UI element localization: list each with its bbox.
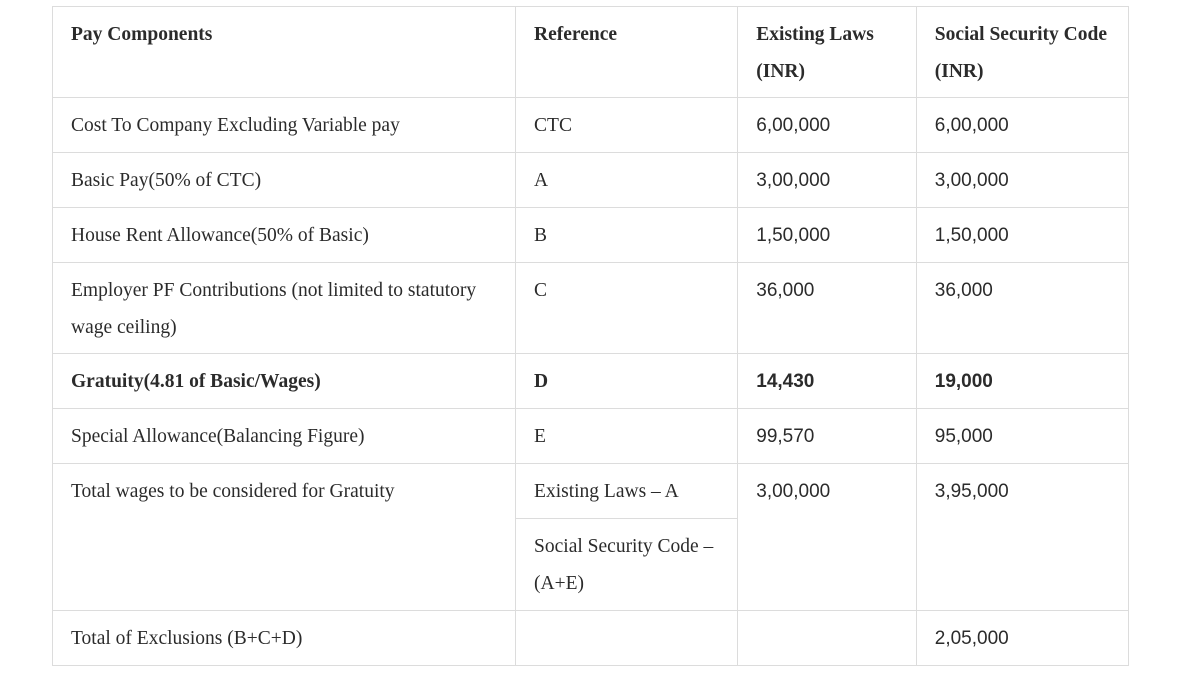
existing-cell: 14,430 <box>737 353 917 409</box>
existing-cell: 99,570 <box>737 408 917 464</box>
reference-cell: B <box>515 207 739 263</box>
component-cell: Total of Exclusions (B+C+D) <box>51 610 517 666</box>
ssc-cell: 19,000 <box>915 353 1130 409</box>
ssc-cell: 36,000 <box>915 262 1130 354</box>
table-row: Cost To Company Excluding Variable pay C… <box>51 97 1130 153</box>
component-cell: House Rent Allowance(50% of Basic) <box>51 207 517 263</box>
reference-cell: E <box>515 408 739 464</box>
table-row: Basic Pay(50% of CTC) A 3,00,000 3,00,00… <box>51 152 1130 208</box>
component-cell: Cost To Company Excluding Variable pay <box>51 97 517 153</box>
existing-cell <box>737 610 917 666</box>
ssc-cell: 2,05,000 <box>915 610 1130 666</box>
ssc-cell: 3,00,000 <box>915 152 1130 208</box>
table-row-total-wages-ssc: Social Security Code – (A+E) <box>53 518 1129 611</box>
header-existing-laws: Existing Laws (INR) <box>737 6 917 98</box>
component-cell: Gratuity(4.81 of Basic/Wages) <box>51 353 517 409</box>
existing-cell: 1,50,000 <box>737 207 917 263</box>
ssc-cell: 6,00,000 <box>915 97 1130 153</box>
reference-cell: A <box>515 152 739 208</box>
component-cell: Special Allowance(Balancing Figure) <box>51 408 517 464</box>
ssc-cell: 95,000 <box>915 408 1130 464</box>
header-social-security-code: Social Security Code (INR) <box>915 6 1130 98</box>
reference-cell <box>515 610 739 666</box>
component-cell: Total wages to be considered for Gratuit… <box>51 463 517 611</box>
table-row: House Rent Allowance(50% of Basic) B 1,5… <box>51 207 1130 263</box>
table-row: Special Allowance(Balancing Figure) E 99… <box>51 408 1130 464</box>
existing-cell: 36,000 <box>737 262 917 354</box>
table-row-gratuity: Gratuity(4.81 of Basic/Wages) D 14,430 1… <box>51 353 1130 409</box>
header-pay-components: Pay Components <box>51 6 517 98</box>
reference-cell: CTC <box>515 97 739 153</box>
reference-cell: Social Security Code – (A+E) <box>515 518 739 611</box>
component-cell: Employer PF Contributions (not limited t… <box>51 262 517 354</box>
existing-cell: 6,00,000 <box>737 97 917 153</box>
reference-cell: Existing Laws – A <box>515 463 739 519</box>
component-cell: Basic Pay(50% of CTC) <box>51 152 517 208</box>
table-row-total-exclusions: Total of Exclusions (B+C+D) 2,05,000 <box>51 610 1130 666</box>
header-reference: Reference <box>515 6 739 98</box>
table-row-total-wages: Total wages to be considered for Gratuit… <box>51 463 1130 611</box>
existing-cell: 3,00,000 <box>737 463 917 611</box>
table-row: Employer PF Contributions (not limited t… <box>51 262 1130 354</box>
ssc-cell: 3,95,000 <box>915 463 1130 611</box>
pay-components-table: Pay Components Reference Existing Laws (… <box>51 6 1130 666</box>
reference-cell: D <box>515 353 739 409</box>
header-row: Pay Components Reference Existing Laws (… <box>51 6 1130 98</box>
reference-cell: C <box>515 262 739 354</box>
existing-cell: 3,00,000 <box>737 152 917 208</box>
ssc-cell: 1,50,000 <box>915 207 1130 263</box>
